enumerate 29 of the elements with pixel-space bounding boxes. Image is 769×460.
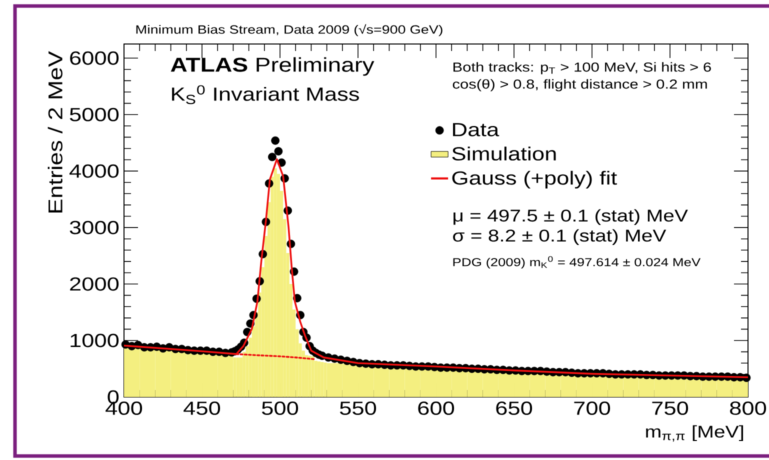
annotation: PDG (2009) m$_{K}$$^{0}$ = 497.614 ± 0.024 MeV <box>453 256 701 268</box>
x-tick-label: 800 <box>730 402 766 415</box>
y-axis-title: Entries / 2 MeV <box>48 51 62 213</box>
x-tick-label: 550 <box>340 402 376 415</box>
annotation: cos(θ) > 0.8, flight distance > 0.2 mm <box>452 79 707 92</box>
y-tick-label: 1000 <box>70 334 119 348</box>
y-tick-label: 3000 <box>70 220 119 234</box>
x-tick-label: 450 <box>184 402 220 415</box>
x-tick-label: 600 <box>418 402 454 415</box>
x-tick-label: 700 <box>574 402 610 415</box>
annotation: K$_{S}$$^{0}$ Invariant Mass <box>172 85 359 104</box>
annotation: σ = 8.2 ± 0.1 (stat) MeV <box>453 229 666 245</box>
y-tick-label: 6000 <box>70 51 119 65</box>
chart-title: Minimum Bias Stream, Data 2009 (√s=900 GeV) <box>136 24 442 36</box>
legend-label: Gauss (+poly) fit <box>452 170 617 188</box>
annotation: μ = 497.5 ± 0.1 (stat) MeV <box>454 209 688 225</box>
x-tick-label: 500 <box>262 402 298 415</box>
x-tick-label: 400 <box>106 402 142 415</box>
annotation: Both tracks: p$_{T}$ > 100 MeV, Si hits > 6 <box>453 62 711 74</box>
legend-label: Simulation <box>452 146 556 161</box>
legend-label: Data <box>453 123 500 136</box>
y-tick-label: 0 <box>108 390 119 404</box>
y-tick-label: 4000 <box>69 164 119 178</box>
x-tick-label: 750 <box>652 402 688 415</box>
annotation: ATLAS Preliminary <box>170 57 374 76</box>
y-tick-label: 5000 <box>70 108 119 122</box>
x-tick-label: 650 <box>496 402 532 415</box>
x-axis-title: m$_{π,π}$ [MeV] <box>646 425 744 442</box>
y-tick-label: 2000 <box>70 277 119 291</box>
